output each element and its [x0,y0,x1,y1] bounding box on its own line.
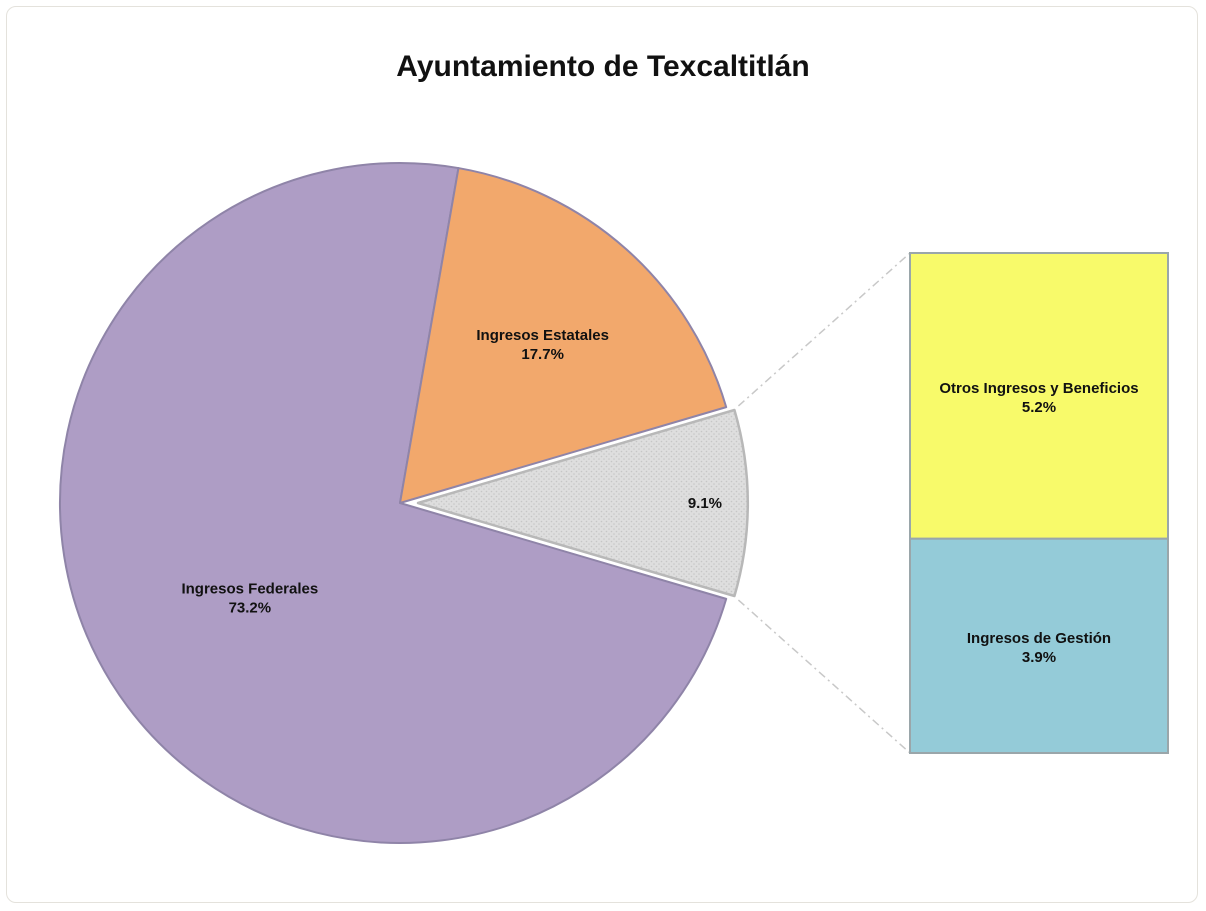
segment-category-label: Otros Ingresos y Beneficios [939,380,1138,397]
slice-category-label: Ingresos Estatales [476,327,609,344]
connector-line-top [737,252,911,407]
bar-segment-ingresos-de-gestion [909,537,1169,755]
data-labels: 9.1% Ingresos Federales 73.2% Ingresos Esta… [181,327,1138,666]
slice-value-label: 17.7% [521,346,564,363]
chart-title: Ayuntamiento de Texcaltitlán [396,50,810,83]
connector-line-bottom [737,599,911,754]
slice-category-label: Ingresos Federales [181,580,318,597]
segment-value-label: 5.2% [1022,399,1056,416]
slice-ingresos-estatales [399,167,728,504]
slice-value-label: 73.2% [229,599,272,616]
connector-lines [737,252,911,754]
pie-slices [59,162,749,844]
segment-category-label: Ingresos de Gestión [967,630,1111,647]
segment-value-label: 3.9% [1022,649,1056,666]
slice-exploded [416,408,749,598]
bar-segment-otros-ingresos-y-beneficios [909,252,1169,540]
slice-value-label: 9.1% [688,495,722,512]
slice-ingresos-federales [59,162,728,844]
breakout-bar [909,252,1169,755]
